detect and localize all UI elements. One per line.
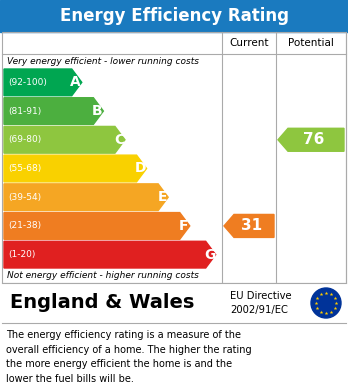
Polygon shape	[4, 184, 168, 211]
Polygon shape	[4, 155, 147, 182]
Polygon shape	[224, 214, 274, 237]
Text: Potential: Potential	[288, 38, 334, 48]
Text: G: G	[204, 248, 215, 262]
Text: 76: 76	[303, 132, 325, 147]
Text: (39-54): (39-54)	[8, 193, 41, 202]
Polygon shape	[4, 126, 125, 153]
Text: (1-20): (1-20)	[8, 250, 35, 259]
Text: Energy Efficiency Rating: Energy Efficiency Rating	[60, 7, 288, 25]
Text: A: A	[70, 75, 81, 90]
Text: The energy efficiency rating is a measure of the
overall efficiency of a home. T: The energy efficiency rating is a measur…	[6, 330, 252, 384]
Text: B: B	[92, 104, 103, 118]
Text: EU Directive
2002/91/EC: EU Directive 2002/91/EC	[230, 291, 292, 315]
Bar	[2, 32, 346, 283]
Polygon shape	[4, 69, 82, 96]
Text: Very energy efficient - lower running costs: Very energy efficient - lower running co…	[7, 57, 199, 66]
Polygon shape	[4, 213, 190, 239]
Text: (55-68): (55-68)	[8, 164, 41, 173]
Circle shape	[311, 288, 341, 318]
Text: (92-100): (92-100)	[8, 78, 47, 87]
Text: Current: Current	[229, 38, 269, 48]
Text: D: D	[135, 161, 146, 176]
Text: C: C	[114, 133, 124, 147]
Bar	[2, 283, 346, 323]
Text: (69-80): (69-80)	[8, 135, 41, 144]
Text: Not energy efficient - higher running costs: Not energy efficient - higher running co…	[7, 271, 199, 280]
Text: 31: 31	[242, 219, 262, 233]
Text: F: F	[179, 219, 189, 233]
Polygon shape	[278, 128, 344, 151]
Text: (21-38): (21-38)	[8, 221, 41, 230]
Polygon shape	[4, 98, 103, 124]
Text: (81-91): (81-91)	[8, 107, 41, 116]
Bar	[0, 0, 348, 32]
Text: England & Wales: England & Wales	[10, 294, 195, 312]
Polygon shape	[4, 241, 216, 268]
Text: E: E	[157, 190, 167, 204]
